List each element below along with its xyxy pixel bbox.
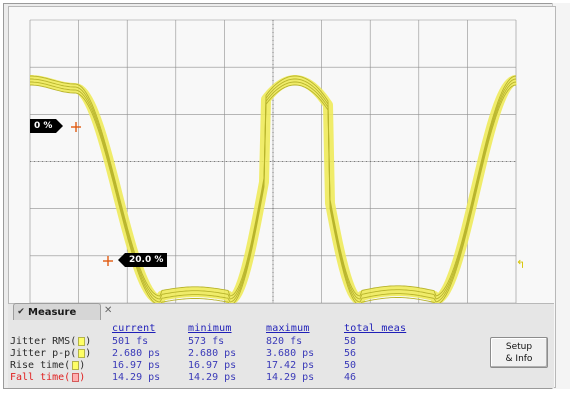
threshold-marker-top-label: 0 % xyxy=(34,121,53,131)
column-header-current: current xyxy=(112,323,156,334)
column-header-total-meas: total meas xyxy=(344,323,407,334)
row-label-text: Rise time( xyxy=(10,360,71,371)
table-cell: 56 xyxy=(344,348,357,359)
row-paren: ) xyxy=(79,360,86,371)
chevron-down-icon: ✔ xyxy=(17,307,25,317)
row-label-text: Jitter RMS( xyxy=(10,336,77,347)
table-cell: 58 xyxy=(344,336,357,347)
measure-row-label: Fall time( ) xyxy=(10,372,85,383)
table-cell: 2.680 ps xyxy=(188,348,237,359)
row-label-text: Fall time( xyxy=(10,372,71,383)
setup-info-button[interactable]: Setup & Info xyxy=(490,337,548,368)
eye-trace-line xyxy=(30,75,517,297)
graticule-grid xyxy=(29,19,517,304)
table-cell: 16.97 ps xyxy=(188,360,237,371)
row-paren: ) xyxy=(79,372,86,383)
measure-tab[interactable]: ✔ Measure xyxy=(13,303,101,320)
eye-trace-line xyxy=(30,78,517,300)
table-cell: 3.680 ps xyxy=(266,348,315,359)
measure-tab-label: Measure xyxy=(28,306,77,318)
measure-row-label: Jitter p-p( ) xyxy=(10,348,91,359)
trigger-level-icon: ↰ xyxy=(516,258,526,271)
row-checkbox[interactable] xyxy=(72,361,80,370)
table-cell: 46 xyxy=(344,372,357,383)
marker-crosses xyxy=(71,122,113,266)
table-cell: 820 fs xyxy=(266,336,303,347)
table-cell: 16.97 ps xyxy=(112,360,161,371)
measure-row-label: Jitter RMS( ) xyxy=(10,336,91,347)
table-cell: 14.29 ps xyxy=(112,372,161,383)
setup-button-line2: & Info xyxy=(505,354,533,364)
table-cell: 50 xyxy=(344,360,357,371)
row-checkbox[interactable] xyxy=(78,337,86,346)
table-cell: 17.42 ps xyxy=(266,360,315,371)
row-checkbox[interactable] xyxy=(72,373,80,382)
row-paren: ) xyxy=(85,348,92,359)
eye-trace-line xyxy=(30,81,517,303)
threshold-marker-bottom[interactable]: 20.0 % xyxy=(117,253,168,267)
table-cell: 2.680 ps xyxy=(112,348,161,359)
threshold-marker-bottom-label: 20.0 % xyxy=(129,255,164,265)
row-paren: ) xyxy=(85,336,92,347)
column-header-maximum: maximum xyxy=(266,323,310,334)
row-label-text: Jitter p-p( xyxy=(10,348,77,359)
measure-row-label: Rise time( ) xyxy=(10,360,85,371)
close-icon[interactable]: ✕ xyxy=(104,305,113,316)
table-cell: 14.29 ps xyxy=(188,372,237,383)
table-cell: 573 fs xyxy=(188,336,225,347)
table-cell: 501 fs xyxy=(112,336,149,347)
column-header-minimum: minimum xyxy=(188,323,232,334)
table-cell: 14.29 ps xyxy=(266,372,315,383)
setup-button-line1: Setup xyxy=(505,342,533,352)
row-checkbox[interactable] xyxy=(78,349,86,358)
threshold-marker-top[interactable]: 0 % xyxy=(30,119,64,133)
